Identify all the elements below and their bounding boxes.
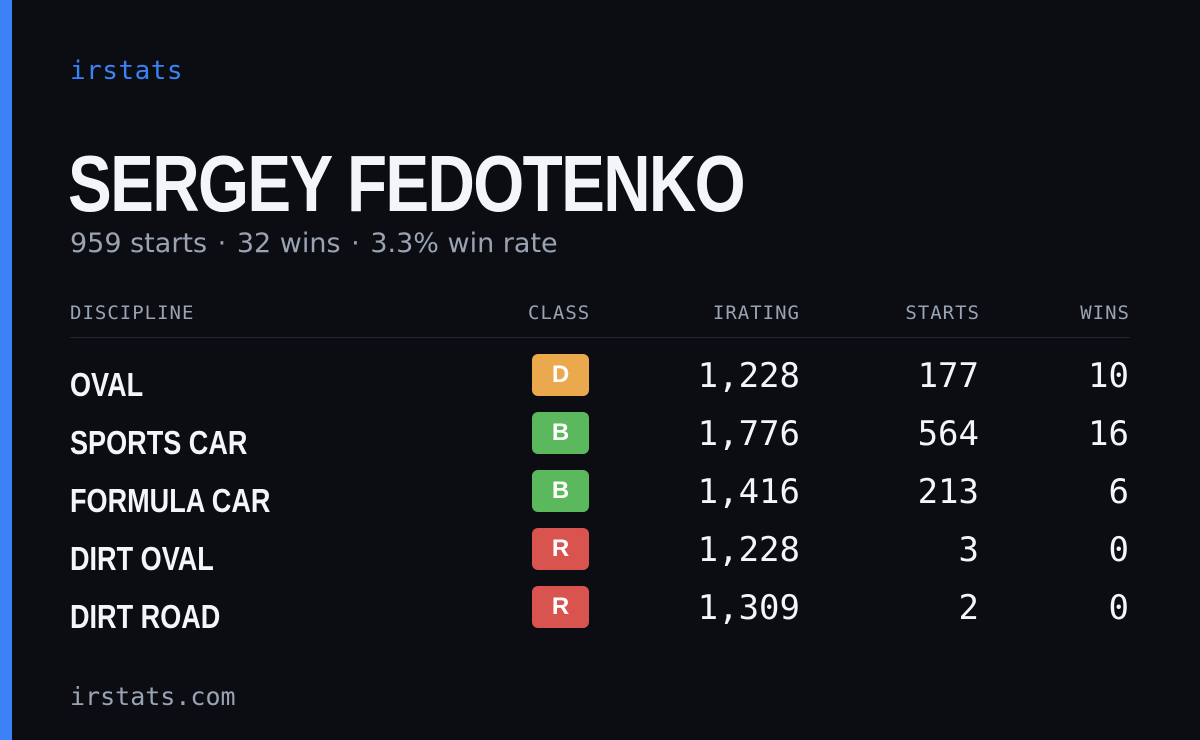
discipline-name: SPORTS CAR bbox=[70, 424, 248, 461]
class-badge: B bbox=[532, 412, 589, 454]
header-class: CLASS bbox=[528, 302, 591, 324]
wins-value: 6 bbox=[1108, 472, 1129, 512]
footer-url: irstats.com bbox=[70, 682, 236, 711]
accent-bar bbox=[0, 0, 12, 740]
starts-summary: 959 starts bbox=[70, 228, 208, 259]
header-starts: STARTS bbox=[905, 302, 980, 324]
table-row: DIRT OVAL R 1,228 3 0 bbox=[70, 528, 1130, 578]
discipline-name: OVAL bbox=[70, 366, 144, 403]
table-header: DISCIPLINE CLASS IRATING STARTS WINS bbox=[70, 302, 1130, 328]
starts-value: 177 bbox=[917, 356, 979, 396]
starts-value: 564 bbox=[917, 414, 979, 454]
header-irating: IRATING bbox=[712, 302, 800, 324]
irating-value: 1,228 bbox=[697, 530, 800, 570]
wins-summary: 32 wins bbox=[236, 228, 341, 259]
class-badge: B bbox=[532, 470, 589, 512]
class-badge: D bbox=[532, 354, 589, 396]
class-badge: R bbox=[532, 586, 589, 628]
wins-value: 0 bbox=[1108, 588, 1129, 628]
header-discipline: DISCIPLINE bbox=[70, 302, 195, 324]
table-row: DIRT ROAD R 1,309 2 0 bbox=[70, 586, 1130, 636]
winrate-summary: 3.3% win rate bbox=[370, 228, 558, 259]
separator: · bbox=[217, 228, 227, 259]
separator: · bbox=[351, 228, 360, 259]
irating-value: 1,228 bbox=[697, 356, 800, 396]
discipline-name: DIRT ROAD bbox=[70, 598, 221, 635]
discipline-name: DIRT OVAL bbox=[70, 540, 214, 577]
irating-value: 1,416 bbox=[697, 472, 800, 512]
irating-value: 1,776 bbox=[697, 414, 800, 454]
header-wins: WINS bbox=[1080, 302, 1130, 324]
table-row: FORMULA CAR B 1,416 213 6 bbox=[70, 470, 1130, 520]
irating-value: 1,309 bbox=[697, 588, 800, 628]
wins-value: 16 bbox=[1088, 414, 1129, 454]
starts-value: 2 bbox=[958, 588, 979, 628]
starts-value: 3 bbox=[958, 530, 979, 570]
table-row: OVAL D 1,228 177 10 bbox=[70, 354, 1130, 404]
discipline-name: FORMULA CAR bbox=[70, 482, 271, 519]
wins-value: 0 bbox=[1108, 530, 1129, 570]
driver-summary: 959 starts · 32 wins · 3.3% win rate bbox=[70, 228, 558, 259]
driver-name: SERGEY FEDOTENKO bbox=[68, 139, 746, 228]
wins-value: 10 bbox=[1088, 356, 1129, 396]
header-divider bbox=[70, 337, 1130, 338]
starts-value: 213 bbox=[917, 472, 979, 512]
class-badge: R bbox=[532, 528, 589, 570]
table-row: SPORTS CAR B 1,776 564 16 bbox=[70, 412, 1130, 462]
brand-logo: irstats bbox=[70, 56, 184, 86]
